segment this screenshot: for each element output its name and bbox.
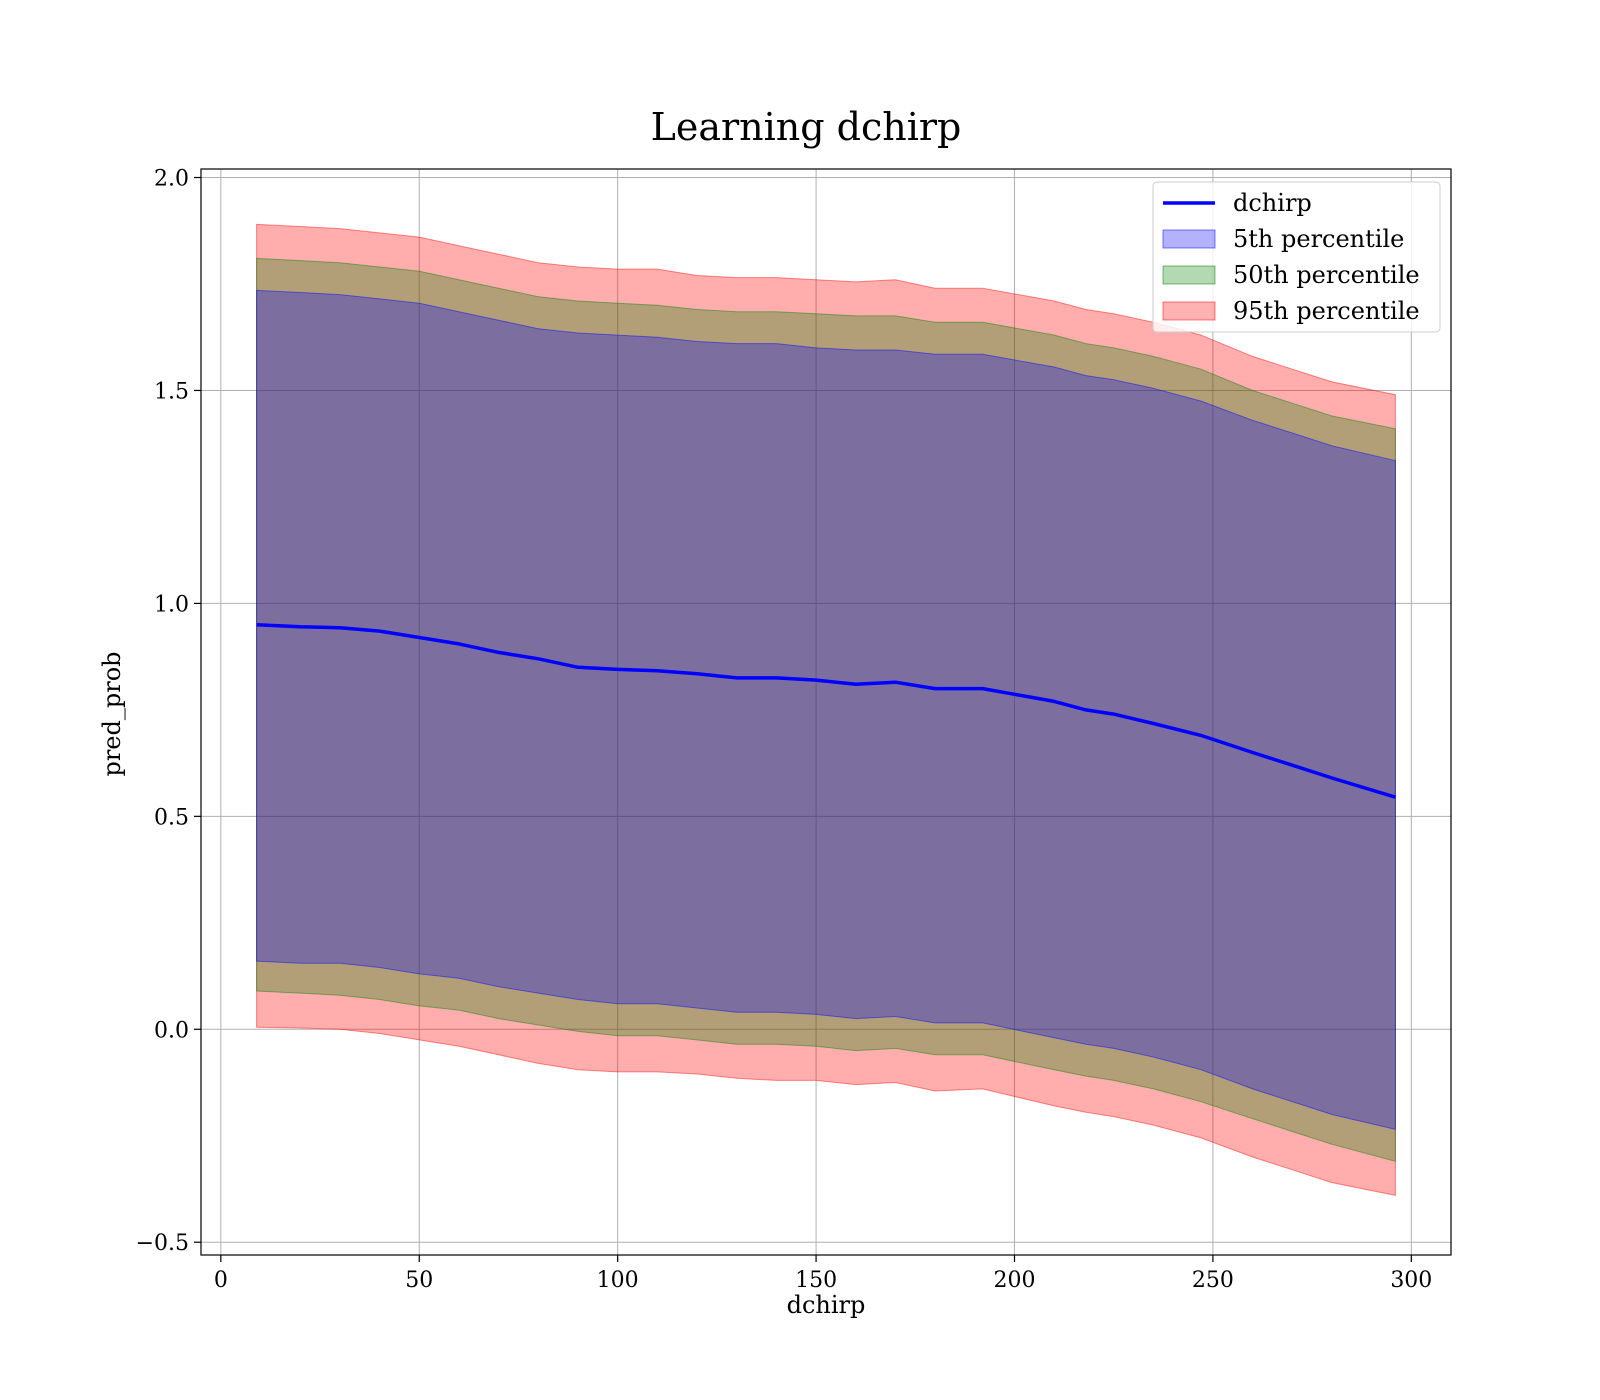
legend-swatch-95th-percentile [1162,301,1216,321]
x-tick-label: 100 [597,1268,639,1293]
series-line-dchirp [256,622,1396,799]
y-tick-label: 0.5 [154,805,189,830]
legend-swatch-5th-percentile [1162,229,1216,249]
legend: dchirp 5th percentile 50th percentile 95th … [1152,181,1441,333]
y-tick-label: 1.5 [154,379,189,404]
legend-label-95th-percentile: 95th percentile [1233,297,1420,325]
band-95th-percentile [256,223,1396,1197]
line-layer [256,622,1396,799]
band-5th-percentile [256,289,1396,1131]
x-tick-label: 250 [1192,1268,1234,1293]
legend-label-dchirp: dchirp [1233,189,1312,217]
band-50th-percentile [256,257,1396,1162]
percentile-bands [256,223,1396,1197]
x-tick-label: 0 [214,1268,228,1293]
grid [201,169,1451,1255]
x-tick-label: 150 [795,1268,837,1293]
y-axis-label: pred_prob [98,651,126,776]
x-axis-ticks: 0 50 100 150 200 250 300 [214,1255,1432,1293]
plot-frame [200,168,1452,1256]
y-tick-label: 0.0 [154,1018,189,1043]
legend-box [1152,181,1441,333]
x-tick-label: 200 [993,1268,1035,1293]
y-tick-label: 1.0 [154,592,189,617]
y-axis-ticks: −0.5 0.0 0.5 1.0 1.5 2.0 [136,167,201,1256]
chart-title: Learning dchirp [651,105,962,149]
legend-label-50th-percentile: 50th percentile [1233,261,1420,289]
x-axis-label: dchirp [787,1291,866,1319]
legend-label-5th-percentile: 5th percentile [1233,225,1404,253]
x-tick-label: 300 [1390,1268,1432,1293]
y-tick-label: 2.0 [154,167,189,192]
y-tick-label: −0.5 [136,1231,189,1256]
x-tick-label: 50 [405,1268,433,1293]
legend-swatch-50th-percentile [1162,265,1216,285]
